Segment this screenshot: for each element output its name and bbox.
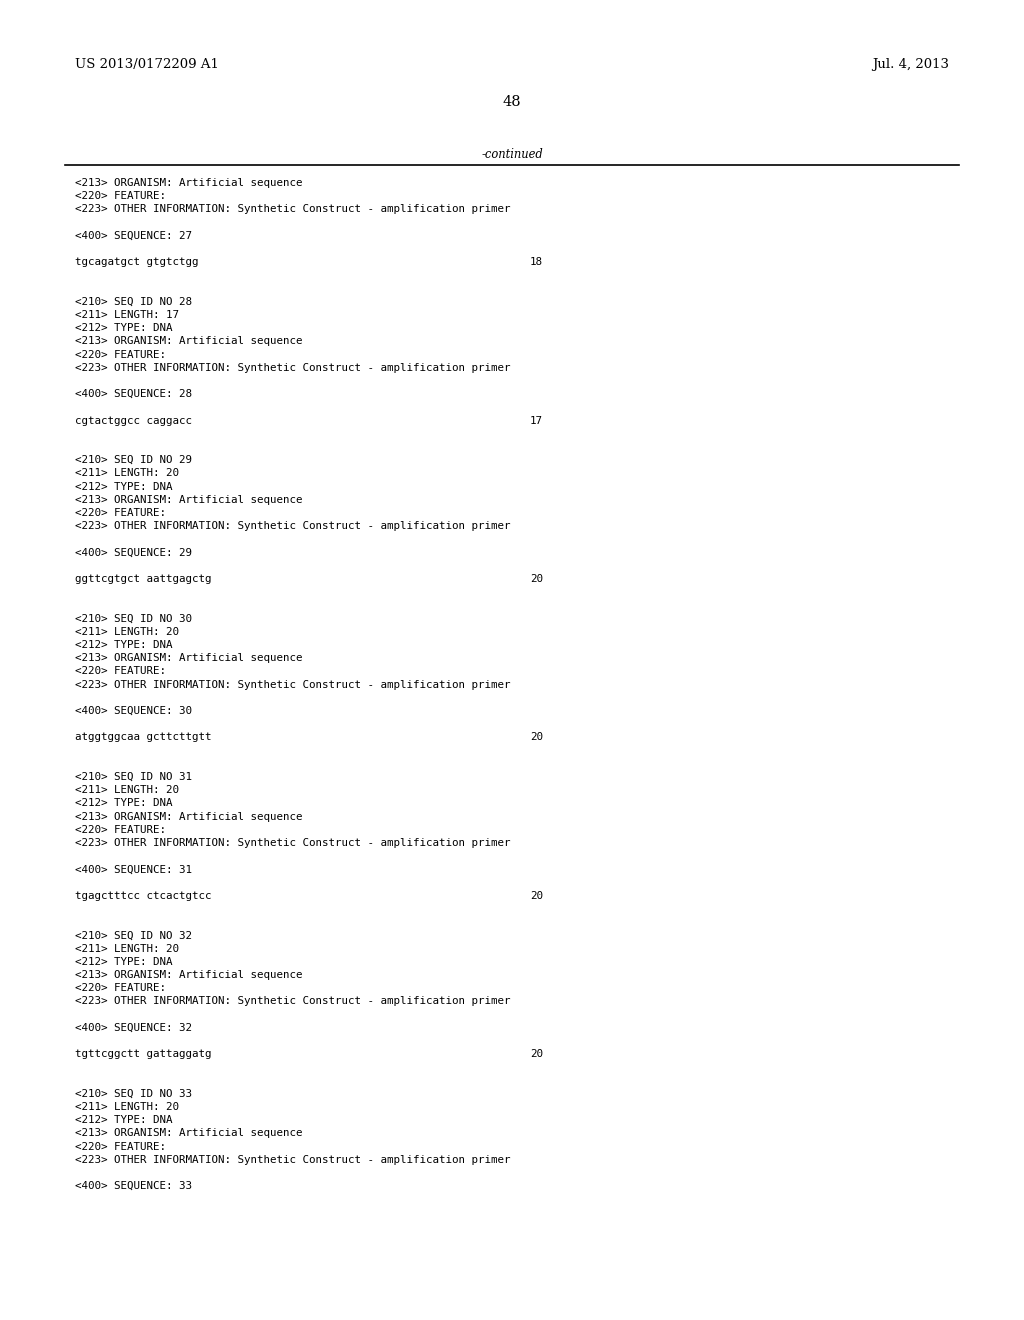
Text: <220> FEATURE:: <220> FEATURE:	[75, 983, 166, 993]
Text: <220> FEATURE:: <220> FEATURE:	[75, 1142, 166, 1151]
Text: <220> FEATURE:: <220> FEATURE:	[75, 191, 166, 201]
Text: 17: 17	[530, 416, 543, 425]
Text: <211> LENGTH: 17: <211> LENGTH: 17	[75, 310, 179, 319]
Text: <213> ORGANISM: Artificial sequence: <213> ORGANISM: Artificial sequence	[75, 1129, 302, 1138]
Text: US 2013/0172209 A1: US 2013/0172209 A1	[75, 58, 219, 71]
Text: <213> ORGANISM: Artificial sequence: <213> ORGANISM: Artificial sequence	[75, 970, 302, 979]
Text: ggttcgtgct aattgagctg: ggttcgtgct aattgagctg	[75, 574, 212, 583]
Text: <400> SEQUENCE: 27: <400> SEQUENCE: 27	[75, 231, 193, 240]
Text: Jul. 4, 2013: Jul. 4, 2013	[872, 58, 949, 71]
Text: 20: 20	[530, 1049, 543, 1059]
Text: cgtactggcc caggacc: cgtactggcc caggacc	[75, 416, 193, 425]
Text: <400> SEQUENCE: 32: <400> SEQUENCE: 32	[75, 1023, 193, 1032]
Text: <223> OTHER INFORMATION: Synthetic Construct - amplification primer: <223> OTHER INFORMATION: Synthetic Const…	[75, 680, 511, 689]
Text: <400> SEQUENCE: 30: <400> SEQUENCE: 30	[75, 706, 193, 715]
Text: <212> TYPE: DNA: <212> TYPE: DNA	[75, 957, 172, 966]
Text: 20: 20	[530, 733, 543, 742]
Text: <212> TYPE: DNA: <212> TYPE: DNA	[75, 482, 172, 491]
Text: <210> SEQ ID NO 33: <210> SEQ ID NO 33	[75, 1089, 193, 1098]
Text: <400> SEQUENCE: 31: <400> SEQUENCE: 31	[75, 865, 193, 874]
Text: <213> ORGANISM: Artificial sequence: <213> ORGANISM: Artificial sequence	[75, 653, 302, 663]
Text: <213> ORGANISM: Artificial sequence: <213> ORGANISM: Artificial sequence	[75, 812, 302, 821]
Text: <212> TYPE: DNA: <212> TYPE: DNA	[75, 799, 172, 808]
Text: 18: 18	[530, 257, 543, 267]
Text: <220> FEATURE:: <220> FEATURE:	[75, 667, 166, 676]
Text: <210> SEQ ID NO 29: <210> SEQ ID NO 29	[75, 455, 193, 465]
Text: <211> LENGTH: 20: <211> LENGTH: 20	[75, 469, 179, 478]
Text: <210> SEQ ID NO 28: <210> SEQ ID NO 28	[75, 297, 193, 306]
Text: 48: 48	[503, 95, 521, 110]
Text: <220> FEATURE:: <220> FEATURE:	[75, 508, 166, 517]
Text: <211> LENGTH: 20: <211> LENGTH: 20	[75, 785, 179, 795]
Text: <400> SEQUENCE: 29: <400> SEQUENCE: 29	[75, 548, 193, 557]
Text: <223> OTHER INFORMATION: Synthetic Construct - amplification primer: <223> OTHER INFORMATION: Synthetic Const…	[75, 997, 511, 1006]
Text: <400> SEQUENCE: 28: <400> SEQUENCE: 28	[75, 389, 193, 399]
Text: -continued: -continued	[481, 148, 543, 161]
Text: <213> ORGANISM: Artificial sequence: <213> ORGANISM: Artificial sequence	[75, 337, 302, 346]
Text: <210> SEQ ID NO 32: <210> SEQ ID NO 32	[75, 931, 193, 940]
Text: <212> TYPE: DNA: <212> TYPE: DNA	[75, 323, 172, 333]
Text: <210> SEQ ID NO 31: <210> SEQ ID NO 31	[75, 772, 193, 781]
Text: <223> OTHER INFORMATION: Synthetic Construct - amplification primer: <223> OTHER INFORMATION: Synthetic Const…	[75, 521, 511, 531]
Text: <212> TYPE: DNA: <212> TYPE: DNA	[75, 640, 172, 649]
Text: <223> OTHER INFORMATION: Synthetic Construct - amplification primer: <223> OTHER INFORMATION: Synthetic Const…	[75, 1155, 511, 1164]
Text: atggtggcaa gcttcttgtt: atggtggcaa gcttcttgtt	[75, 733, 212, 742]
Text: <210> SEQ ID NO 30: <210> SEQ ID NO 30	[75, 614, 193, 623]
Text: 20: 20	[530, 574, 543, 583]
Text: <220> FEATURE:: <220> FEATURE:	[75, 350, 166, 359]
Text: <223> OTHER INFORMATION: Synthetic Construct - amplification primer: <223> OTHER INFORMATION: Synthetic Const…	[75, 363, 511, 372]
Text: <220> FEATURE:: <220> FEATURE:	[75, 825, 166, 834]
Text: <211> LENGTH: 20: <211> LENGTH: 20	[75, 1102, 179, 1111]
Text: tgagctttcc ctcactgtcc: tgagctttcc ctcactgtcc	[75, 891, 212, 900]
Text: <213> ORGANISM: Artificial sequence: <213> ORGANISM: Artificial sequence	[75, 178, 302, 187]
Text: tgttcggctt gattaggatg: tgttcggctt gattaggatg	[75, 1049, 212, 1059]
Text: <223> OTHER INFORMATION: Synthetic Construct - amplification primer: <223> OTHER INFORMATION: Synthetic Const…	[75, 838, 511, 847]
Text: <211> LENGTH: 20: <211> LENGTH: 20	[75, 627, 179, 636]
Text: <211> LENGTH: 20: <211> LENGTH: 20	[75, 944, 179, 953]
Text: <400> SEQUENCE: 33: <400> SEQUENCE: 33	[75, 1181, 193, 1191]
Text: tgcagatgct gtgtctgg: tgcagatgct gtgtctgg	[75, 257, 199, 267]
Text: 20: 20	[530, 891, 543, 900]
Text: <223> OTHER INFORMATION: Synthetic Construct - amplification primer: <223> OTHER INFORMATION: Synthetic Const…	[75, 205, 511, 214]
Text: <213> ORGANISM: Artificial sequence: <213> ORGANISM: Artificial sequence	[75, 495, 302, 504]
Text: <212> TYPE: DNA: <212> TYPE: DNA	[75, 1115, 172, 1125]
